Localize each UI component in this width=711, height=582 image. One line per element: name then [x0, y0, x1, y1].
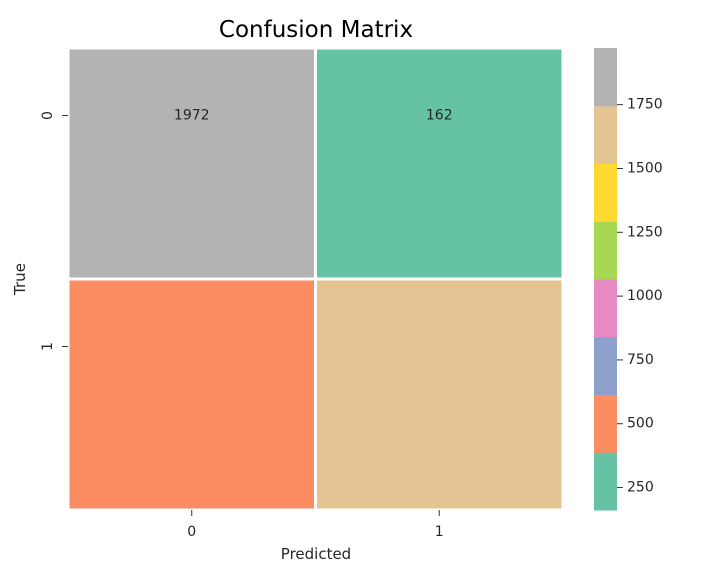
y-tick-label-0: 0 — [40, 111, 56, 120]
colorbar-tick-label-2: 750 — [627, 352, 654, 368]
colorbar-segment-1 — [594, 394, 617, 453]
colorbar-segment-4 — [594, 221, 617, 280]
colorbar-segment-5 — [594, 163, 617, 222]
heatmap-cell-r0-c1 — [314, 46, 565, 281]
y-axis-ticks: 01 — [40, 111, 68, 351]
heatmap-cell-r0-c0 — [66, 46, 317, 281]
colorbar-tick-label-6: 1750 — [627, 97, 663, 113]
colorbar-tick-label-4: 1250 — [627, 224, 663, 240]
colorbar-segment-0 — [594, 452, 617, 511]
heatmap-cells — [66, 46, 565, 512]
colorbar-segment-7 — [594, 48, 617, 107]
colorbar-ticks: 250 500 750 1000 1250 1500 1750 — [617, 97, 663, 496]
heatmap-cell-r1-c0 — [66, 277, 317, 512]
colorbar-tick-label-5: 1500 — [627, 160, 663, 176]
colorbar-tick-label-3: 1000 — [627, 288, 663, 304]
cell-label-r0-c0: 1972 — [174, 108, 210, 124]
colorbar-segment-2 — [594, 336, 617, 395]
colorbar-segment-6 — [594, 105, 617, 164]
x-tick-label-0: 0 — [187, 524, 196, 540]
cell-label-r0-c1: 162 — [426, 108, 453, 124]
colorbar-segment-3 — [594, 279, 617, 338]
x-tick-label-1: 1 — [435, 524, 444, 540]
x-axis-label: Predicted — [281, 545, 351, 563]
heatmap-cell-labels: 1972 162 — [174, 108, 453, 124]
chart-title: Confusion Matrix — [219, 17, 413, 43]
colorbar-tick-label-0: 250 — [627, 480, 654, 496]
colorbar — [594, 48, 617, 511]
heatmap-cell-r1-c1 — [314, 277, 565, 512]
y-axis-label: True — [11, 263, 29, 296]
y-tick-label-1: 1 — [40, 342, 56, 351]
colorbar-tick-label-1: 500 — [627, 416, 654, 432]
